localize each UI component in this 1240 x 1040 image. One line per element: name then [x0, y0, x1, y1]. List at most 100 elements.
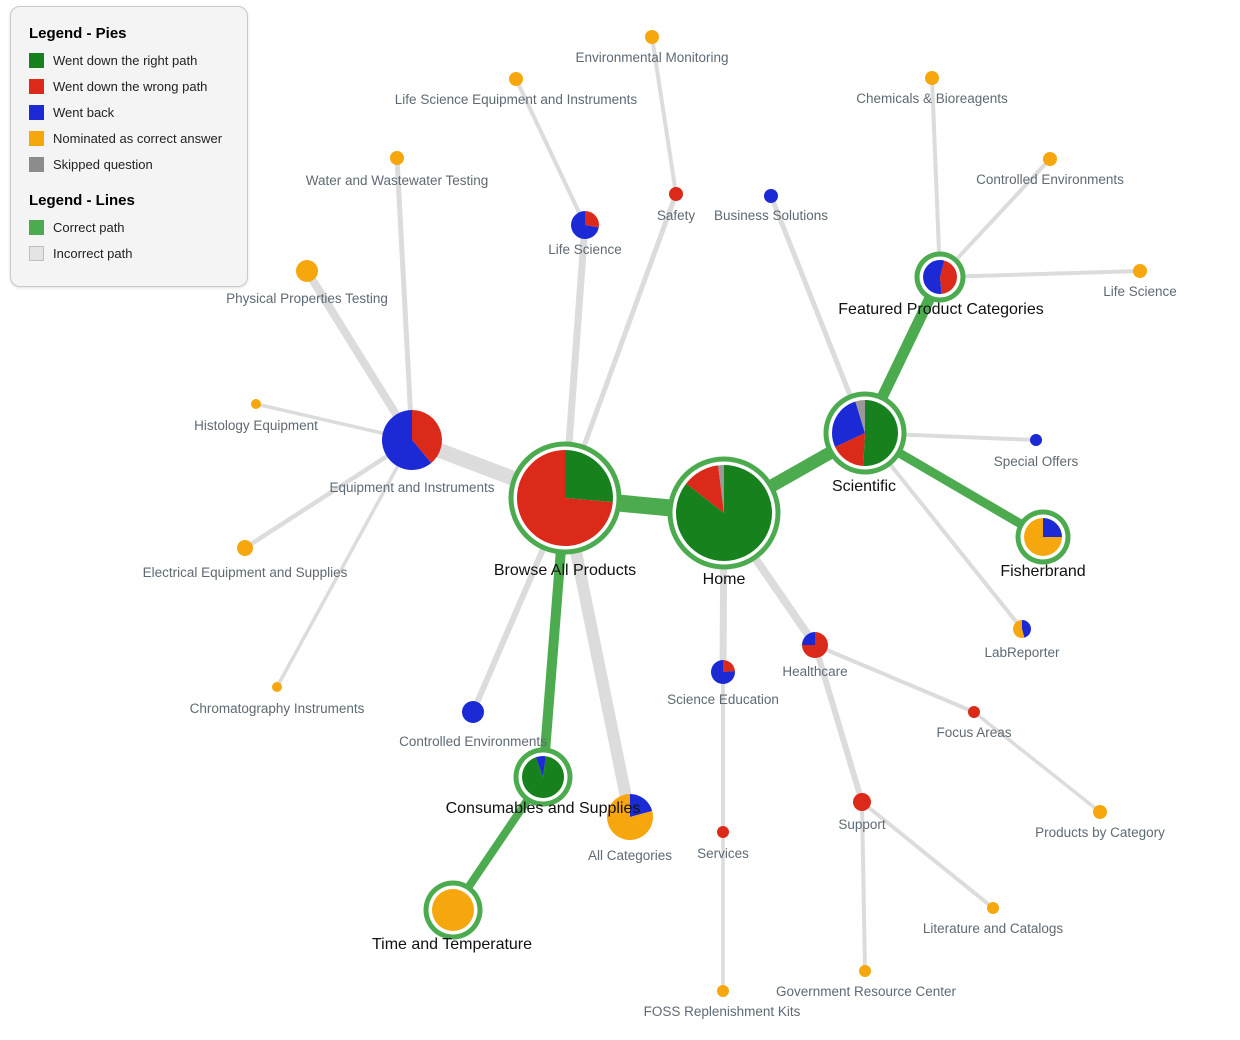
node-labreporter[interactable]	[1013, 620, 1032, 639]
pie-slice-orange	[272, 682, 282, 692]
legend-swatch	[29, 53, 44, 68]
node-browse-all-products[interactable]	[508, 441, 622, 555]
node-histology[interactable]	[251, 399, 261, 409]
pie-slice-slice_gray	[718, 465, 724, 513]
node-physical-properties[interactable]	[296, 260, 318, 282]
pie-slice-red	[669, 187, 683, 201]
legend-item: Went down the wrong path	[29, 79, 229, 94]
node-ls-equip-instruments[interactable]	[509, 72, 523, 86]
node-chemicals-bioreagents[interactable]	[925, 71, 939, 85]
edge-healthcare--support	[812, 644, 865, 803]
pie-slice-orange	[717, 985, 729, 997]
legend-item-label: Went down the right path	[53, 53, 198, 68]
legend-lines-list: Correct path Incorrect path	[29, 220, 229, 261]
node-fisherbrand[interactable]	[1015, 509, 1071, 565]
edge-support--literature-catalogs	[860, 800, 995, 910]
pie-slice-red	[853, 793, 871, 811]
pie-slice-red	[717, 826, 729, 838]
node-label-business-solutions: Business Solutions	[714, 208, 828, 223]
node-gov-resource-center[interactable]	[859, 965, 871, 977]
node-label-controlled-env-tr: Controlled Environments	[976, 172, 1124, 187]
pie-slice-orange	[1093, 805, 1107, 819]
node-label-life-science-right: Life Science	[1103, 284, 1177, 299]
edge-life-science-top--ls-equip-instruments	[514, 78, 587, 226]
node-label-histology: Histology Equipment	[194, 418, 318, 433]
legend-item: Correct path	[29, 220, 229, 235]
pie-slice-orange	[1024, 518, 1062, 556]
node-label-controlled-env-bottom: Controlled Environments	[399, 734, 547, 749]
pie-slice-orange	[296, 260, 318, 282]
legend-item-label: Skipped question	[53, 157, 153, 172]
legend-swatch	[29, 220, 44, 235]
node-scientific[interactable]	[823, 391, 907, 475]
node-controlled-env-bottom[interactable]	[462, 701, 484, 723]
pie-slice-green	[565, 450, 613, 503]
node-special-offers[interactable]	[1030, 434, 1042, 446]
legend-swatch	[29, 131, 44, 146]
node-chromatography[interactable]	[272, 682, 282, 692]
pie-slice-orange	[859, 965, 871, 977]
node-consumables-supplies[interactable]	[513, 747, 573, 807]
node-label-literature-catalogs: Literature and Catalogs	[923, 921, 1064, 936]
pie-slice-red	[723, 660, 735, 672]
pie-slice-blue	[571, 211, 599, 239]
node-business-solutions[interactable]	[764, 189, 778, 203]
pie-slice-green	[522, 756, 565, 798]
node-label-equipment-instruments: Equipment and Instruments	[329, 480, 494, 495]
node-featured-product-categories[interactable]	[914, 251, 966, 303]
node-label-physical-properties: Physical Properties Testing	[226, 291, 388, 306]
node-foss-kits[interactable]	[717, 985, 729, 997]
legend-item-label: Went back	[53, 105, 115, 120]
legend-swatch	[29, 79, 44, 94]
pie-slice-slice_gray	[855, 400, 865, 433]
node-label-electrical: Electrical Equipment and Supplies	[143, 565, 348, 580]
node-env-monitoring[interactable]	[645, 30, 659, 44]
node-label-safety: Safety	[657, 208, 696, 223]
edge-healthcare--focus-areas	[814, 643, 975, 714]
pie-slice-red	[835, 433, 865, 466]
edge-scientific--business-solutions	[768, 195, 868, 434]
node-label-products-by-category: Products by Category	[1035, 825, 1165, 840]
pie-slice-red	[585, 211, 599, 228]
pie-slice-orange	[509, 72, 523, 86]
legend-item: Nominated as correct answer	[29, 131, 229, 146]
node-safety[interactable]	[669, 187, 683, 201]
node-label-chromatography: Chromatography Instruments	[190, 701, 365, 716]
node-life-science-top[interactable]	[571, 211, 599, 239]
node-focus-areas[interactable]	[968, 706, 980, 718]
node-science-education[interactable]	[711, 660, 735, 684]
node-literature-catalogs[interactable]	[987, 902, 999, 914]
edge-safety--env-monitoring	[650, 36, 678, 195]
node-controlled-env-tr[interactable]	[1043, 152, 1057, 166]
node-healthcare[interactable]	[802, 632, 828, 658]
node-label-gov-resource-center: Government Resource Center	[776, 984, 957, 999]
edge-equipment-instruments--chromatography	[275, 439, 414, 688]
node-equipment-instruments[interactable]	[382, 410, 443, 470]
pie-slice-blue	[382, 410, 432, 470]
legend-swatch	[29, 105, 44, 120]
pie-slice-orange	[1043, 152, 1057, 166]
node-home[interactable]	[667, 456, 781, 570]
node-time-temperature[interactable]	[423, 880, 483, 940]
node-support[interactable]	[853, 793, 871, 811]
pie-slice-orange	[1133, 264, 1147, 278]
node-life-science-right[interactable]	[1133, 264, 1147, 278]
node-products-by-category[interactable]	[1093, 805, 1107, 819]
pie-slice-orange	[645, 30, 659, 44]
pie-slice-blue	[1022, 620, 1032, 638]
node-all-categories[interactable]	[607, 794, 653, 840]
legend-swatch	[29, 157, 44, 172]
node-label-scientific: Scientific	[832, 478, 896, 495]
legend-item: Incorrect path	[29, 246, 229, 261]
node-electrical[interactable]	[237, 540, 253, 556]
pie-slice-red	[968, 706, 980, 718]
pie-slice-green	[863, 400, 898, 466]
edge-scientific--labreporter	[863, 431, 1024, 631]
pie-slice-red	[686, 465, 724, 513]
node-water-wastewater[interactable]	[390, 151, 404, 165]
pie-slice-blue	[711, 660, 735, 684]
pie-slice-blue	[630, 794, 653, 817]
node-services[interactable]	[717, 826, 729, 838]
pie-slice-orange	[607, 794, 653, 840]
